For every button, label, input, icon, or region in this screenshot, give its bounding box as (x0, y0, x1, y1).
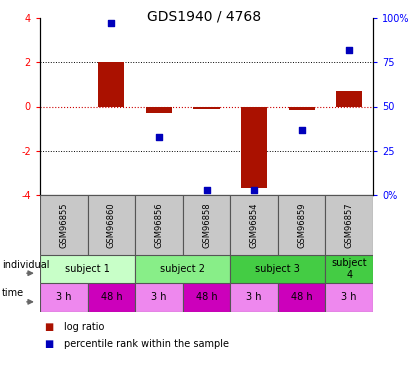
Point (203, 187, 210, 193)
Point (156, 134, 162, 140)
Text: 3 h: 3 h (151, 292, 167, 303)
Text: GSM96859: GSM96859 (297, 202, 306, 248)
Text: subject
4: subject 4 (331, 258, 367, 280)
Text: GSM96857: GSM96857 (345, 202, 354, 248)
Text: 48 h: 48 h (291, 292, 313, 303)
Bar (326, 195, 373, 255)
Bar (193, 106, 220, 109)
Point (346, 47, 353, 53)
Text: 3 h: 3 h (341, 292, 357, 303)
Bar (230, 195, 278, 255)
Bar (326, 255, 373, 283)
Bar (230, 283, 278, 312)
Text: time: time (2, 288, 24, 298)
Text: 48 h: 48 h (196, 292, 217, 303)
Bar (241, 106, 267, 188)
Bar (278, 195, 326, 255)
Text: GSM96860: GSM96860 (107, 202, 116, 248)
Bar (326, 283, 373, 312)
Text: subject 1: subject 1 (65, 264, 110, 274)
Text: 48 h: 48 h (100, 292, 122, 303)
Text: GSM96855: GSM96855 (59, 202, 68, 248)
Text: 3 h: 3 h (246, 292, 262, 303)
Text: log ratio: log ratio (64, 322, 105, 332)
Text: GSM96858: GSM96858 (202, 202, 211, 248)
Bar (183, 283, 230, 312)
Text: individual: individual (2, 260, 49, 270)
Text: GDS1940 / 4768: GDS1940 / 4768 (147, 10, 261, 24)
Text: subject 2: subject 2 (160, 264, 205, 274)
Bar (278, 283, 326, 312)
Point (108, 20, 115, 26)
Bar (40, 255, 135, 283)
Point (251, 187, 257, 193)
Bar (98, 62, 124, 106)
Bar (230, 255, 326, 283)
Point (298, 126, 305, 132)
Text: subject 3: subject 3 (255, 264, 300, 274)
Bar (146, 106, 172, 113)
Text: GSM96856: GSM96856 (155, 202, 164, 248)
Bar (40, 283, 88, 312)
Bar (336, 91, 362, 106)
Text: 3 h: 3 h (56, 292, 71, 303)
Text: percentile rank within the sample: percentile rank within the sample (64, 339, 229, 349)
Bar (183, 195, 230, 255)
Text: GSM96854: GSM96854 (250, 202, 259, 248)
Bar (88, 283, 135, 312)
Bar (88, 195, 135, 255)
Text: ■: ■ (44, 339, 53, 349)
Text: ■: ■ (44, 322, 53, 332)
Bar (135, 195, 183, 255)
Bar (135, 283, 183, 312)
Bar (40, 195, 88, 255)
Bar (288, 106, 315, 110)
Bar (135, 255, 230, 283)
